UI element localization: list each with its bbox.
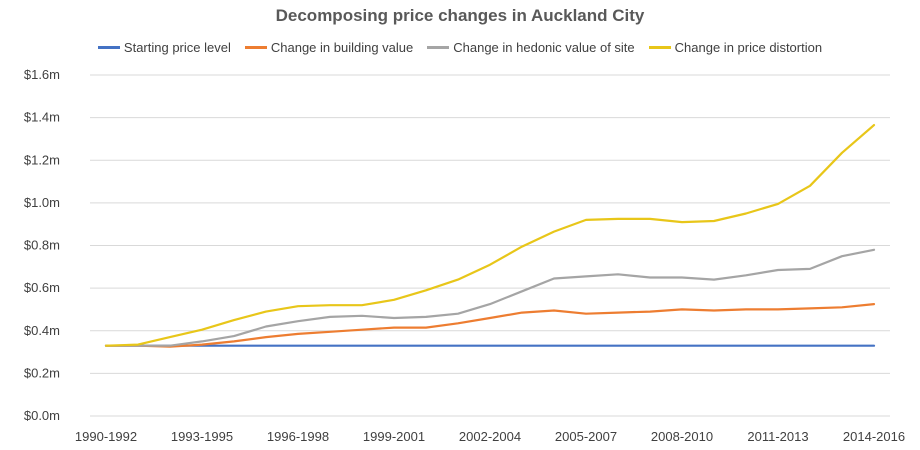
y-tick-label: $0.0m: [24, 408, 60, 423]
y-tick-label: $1.2m: [24, 152, 60, 167]
series-line-2: [104, 248, 876, 347]
chart-legend: Starting price level Change in building …: [0, 40, 920, 55]
legend-item-hedonic-site: Change in hedonic value of site: [427, 40, 635, 55]
x-tick-label: 1996-1998: [267, 429, 329, 444]
legend-item-price-distortion: Change in price distortion: [648, 40, 823, 55]
y-tick-label: $0.6m: [24, 280, 60, 295]
y-tick-label: $1.4m: [24, 110, 60, 125]
x-tick-label: 1999-2001: [363, 429, 425, 444]
x-tick-label: 2014-2016: [843, 429, 905, 444]
legend-swatch-building-value: [244, 46, 267, 49]
x-tick-label: 2011-2013: [747, 429, 808, 444]
x-tick-label: 1993-1995: [171, 429, 233, 444]
y-tick-label: $0.4m: [24, 323, 60, 338]
legend-label-building-value: Change in building value: [270, 40, 414, 55]
legend-swatch-hedonic-site: [427, 46, 450, 49]
x-tick-label: 1990-1992: [75, 429, 137, 444]
x-tick-label: 2002-2004: [459, 429, 521, 444]
y-tick-label: $1.0m: [24, 195, 60, 210]
legend-swatch-starting-price: [97, 46, 120, 49]
chart-title: Decomposing price changes in Auckland Ci…: [275, 6, 645, 25]
y-tick-label: $0.8m: [24, 238, 60, 253]
legend-label-hedonic-site: Change in hedonic value of site: [453, 40, 635, 55]
legend-item-building-value: Change in building value: [244, 40, 414, 55]
x-tick-label: 2008-2010: [651, 429, 713, 444]
legend-swatch-price-distortion: [648, 46, 671, 49]
x-tick-label: 2005-2007: [555, 429, 617, 444]
y-tick-label: $1.6m: [24, 67, 60, 82]
legend-label-price-distortion: Change in price distortion: [674, 40, 823, 55]
legend-item-starting-price: Starting price level: [97, 40, 231, 55]
series-line-1: [104, 303, 876, 348]
legend-label-starting-price: Starting price level: [123, 40, 231, 55]
series-line-3: [104, 123, 876, 347]
y-tick-label: $0.2m: [24, 365, 60, 380]
